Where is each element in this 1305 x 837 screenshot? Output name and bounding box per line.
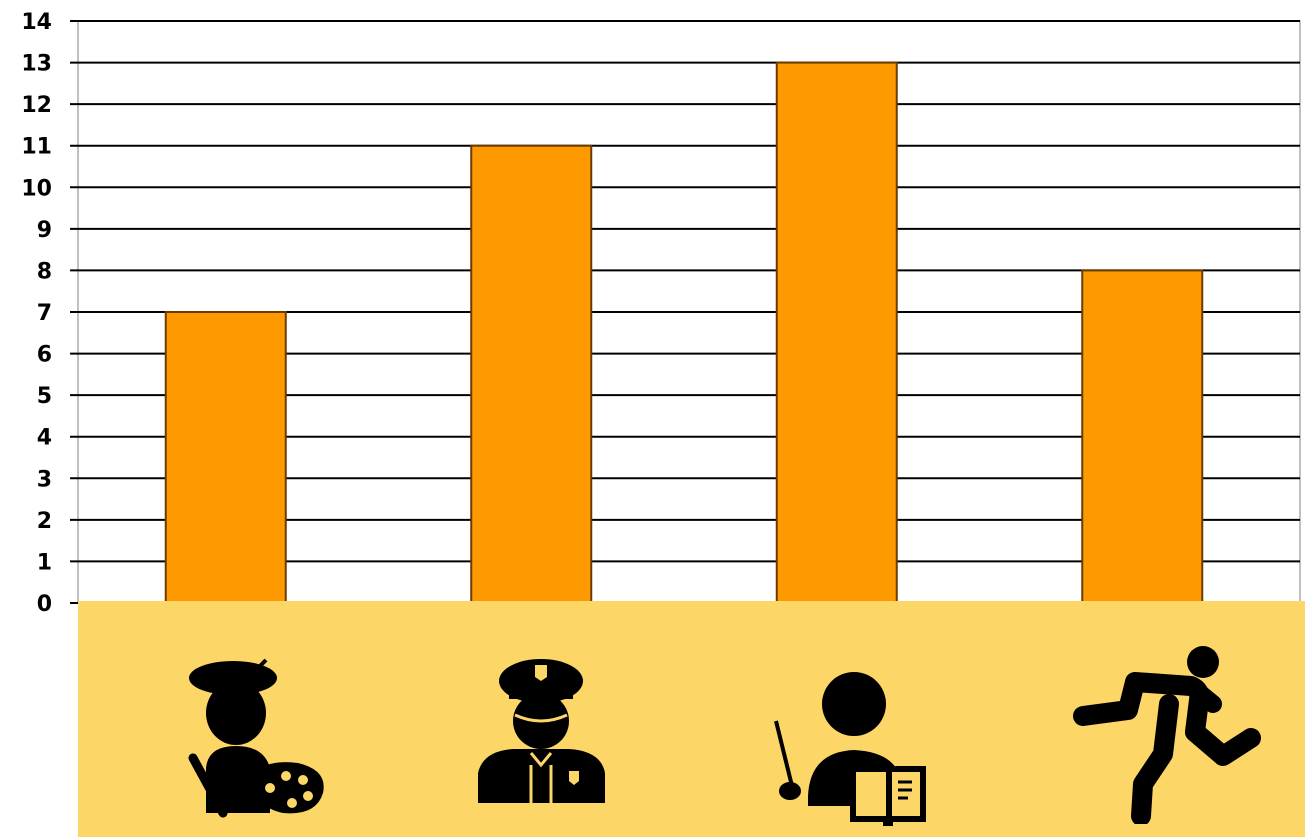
y-tick-label: 3 (37, 467, 52, 492)
y-tick-label: 7 (37, 301, 52, 326)
y-tick-label: 13 (21, 52, 52, 77)
y-tick-label: 2 (37, 509, 52, 534)
y-tick-label: 6 (37, 343, 52, 368)
bar-runner-icon (1081, 269, 1204, 604)
bars (164, 61, 1204, 605)
y-tick-label: 14 (21, 10, 52, 35)
y-tick-label: 9 (37, 218, 52, 243)
artist-icon (188, 658, 324, 818)
bar-police-officer-icon (470, 144, 593, 604)
runner-icon (1073, 646, 1261, 824)
y-tick-label: 8 (37, 259, 52, 284)
y-tick-label: 11 (21, 135, 52, 160)
y-tick-label: 12 (21, 93, 52, 118)
y-tick-label: 4 (37, 426, 52, 451)
category-icon-panel (78, 601, 1305, 837)
police-officer-icon (478, 659, 605, 803)
teacher-icon (774, 672, 926, 826)
bar-artist-icon (164, 311, 287, 604)
y-tick-label: 1 (37, 550, 52, 575)
y-tick-label: 10 (21, 176, 52, 201)
bar-teacher-icon (775, 61, 898, 605)
y-tick-label: 0 (37, 592, 52, 617)
y-tick-label: 5 (37, 384, 52, 409)
